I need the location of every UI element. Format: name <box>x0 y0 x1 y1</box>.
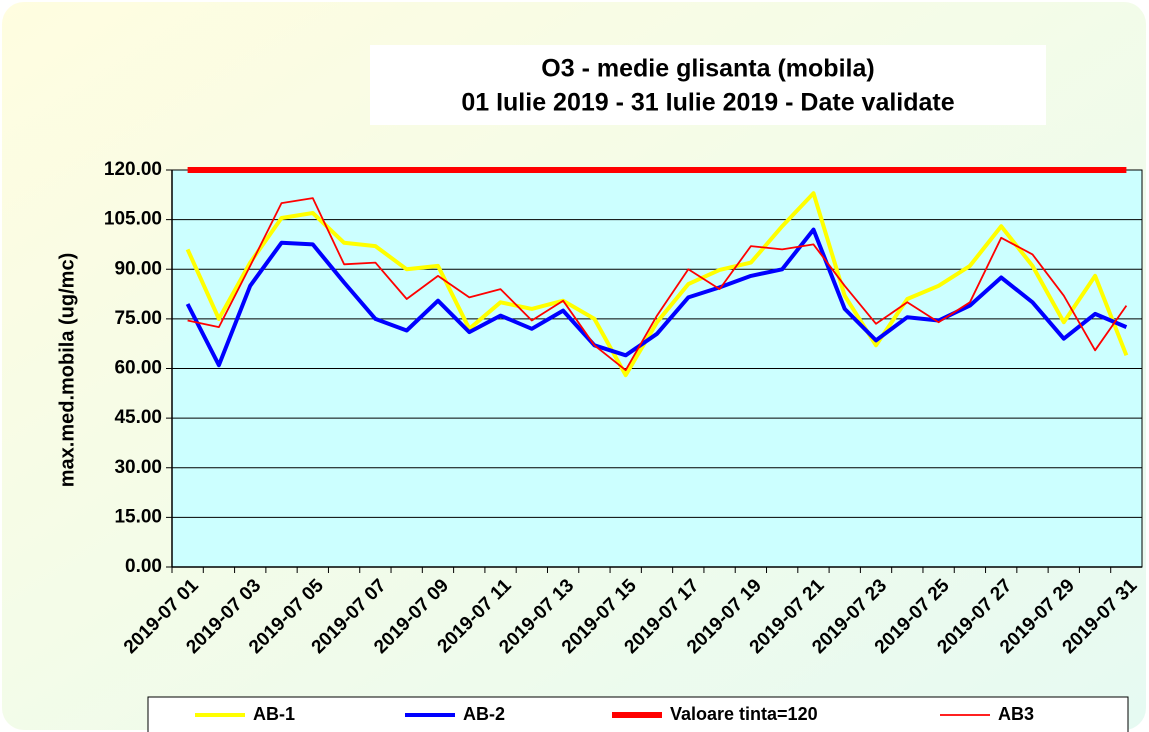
y-tick-label: 60.00 <box>114 358 162 379</box>
y-tick-label: 15.00 <box>114 506 162 527</box>
y-tick-label: 30.00 <box>114 457 162 478</box>
legend-label: AB-2 <box>463 704 505 724</box>
legend-label: Valoare tinta=120 <box>670 704 818 724</box>
y-tick-label: 105.00 <box>104 209 162 230</box>
chart-subtitle: 01 Iulie 2019 - 31 Iulie 2019 - Date val… <box>461 89 954 117</box>
y-tick-label: 75.00 <box>114 308 162 329</box>
series-line <box>187 197 1128 372</box>
chart-title: O3 - medie glisanta (mobila) <box>541 55 874 83</box>
legend-label: AB3 <box>998 704 1034 724</box>
y-tick-label: 120.00 <box>104 159 162 180</box>
y-tick-label: 0.00 <box>125 556 162 577</box>
legend-label: AB-1 <box>253 704 295 724</box>
series-line <box>185 227 1128 368</box>
y-axis-title: max.med.mobila (ug/mc) <box>56 253 78 488</box>
title-box <box>370 45 1046 125</box>
y-tick-label: 45.00 <box>114 407 162 428</box>
y-tick-label: 90.00 <box>114 258 162 279</box>
series-line <box>185 191 1129 378</box>
